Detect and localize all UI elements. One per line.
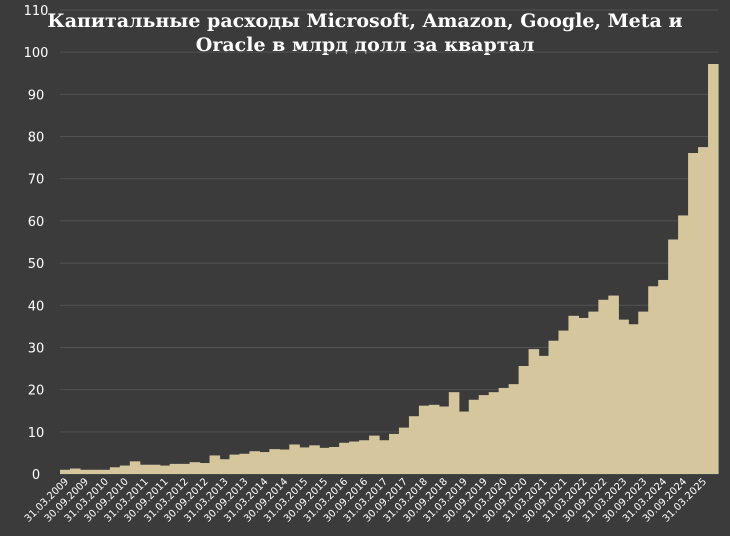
data-column-31.12.2022: [608, 295, 619, 474]
chart-title-line-2: Oracle в млрд долл за квартал: [196, 34, 534, 56]
data-column-31.12.2016: [369, 435, 380, 474]
data-column-30.06.2018: [428, 404, 440, 474]
data-column-31.12.2019: [488, 392, 500, 474]
data-column-30.09.2009: [79, 469, 91, 474]
data-column-31.12.2014: [289, 444, 300, 474]
data-column-30.06.2010: [109, 467, 121, 474]
data-column-30.06.2020: [508, 384, 520, 474]
data-column-30.06.2014: [269, 449, 280, 474]
data-column-30.09.2016: [359, 440, 370, 474]
data-column-31.12.2017: [408, 416, 420, 474]
data-columns: [60, 63, 719, 475]
data-column-31.12.2023: [648, 286, 659, 474]
data-column-30.06.2013: [229, 454, 241, 474]
data-column-30.09.2013: [239, 453, 251, 474]
data-column-30.09.2023: [638, 311, 649, 474]
data-column-31.03.2013: [219, 459, 231, 474]
data-column-30.06.2021: [548, 340, 560, 474]
y-tick-label: 80: [28, 131, 45, 146]
data-column-30.06.2016: [349, 441, 360, 474]
data-column-31.03.2020: [498, 387, 510, 474]
data-column-30.09.2021: [558, 330, 570, 474]
y-tick-label: 40: [28, 299, 45, 314]
data-column-30.06.2024: [668, 239, 679, 474]
data-column-30.09.2010: [119, 465, 131, 474]
x-axis-ticks: 31.03.200930.09.200931.03.201030.09.2010…: [23, 476, 709, 524]
data-column-30.06.2015: [309, 445, 320, 474]
y-axis-ticks: 0 10 20 30 40 50 60 70 80 90 100 110: [24, 4, 49, 483]
y-tick-label: 100: [24, 46, 49, 61]
data-column-31.03.2017: [379, 440, 390, 474]
data-column-31.12.2021: [568, 315, 580, 474]
data-column-30.09.2011: [159, 465, 171, 474]
data-column-30.06.2017: [389, 433, 400, 474]
data-column-31.03.2018: [418, 405, 430, 474]
data-column-31.03.2016: [339, 442, 350, 474]
data-column-30.09.2018: [438, 406, 450, 474]
data-column-31.03.2024: [658, 279, 669, 474]
data-column-30.09.2020: [518, 366, 530, 474]
y-tick-label: 0: [32, 468, 40, 483]
data-column-30.09.2015: [319, 447, 330, 474]
data-column-31.03.2023: [618, 319, 629, 474]
data-column-31.03.2019: [458, 411, 470, 474]
data-column-30.09.2012: [199, 463, 211, 474]
data-column-31.12.2012: [209, 455, 221, 474]
y-tick-label: 50: [28, 257, 45, 272]
data-column-31.03.2012: [179, 463, 191, 474]
data-column-30.09.2017: [398, 427, 410, 474]
data-column-30.09.2024: [678, 215, 689, 474]
data-column-30.06.2019: [468, 399, 480, 474]
y-tick-label: 60: [28, 215, 45, 230]
data-column-30.06.2022: [588, 311, 599, 474]
data-column-30.06.2025: [708, 63, 719, 475]
data-column-30.06.2009: [69, 468, 81, 474]
data-column-31.12.2010: [129, 461, 141, 474]
data-column-30.06.2023: [628, 324, 639, 474]
data-column-31.03.2022: [578, 317, 589, 474]
data-column-30.06.2011: [149, 464, 161, 474]
grid-lines: [60, 9, 718, 475]
data-column-31.12.2013: [249, 451, 260, 474]
data-column-31.03.2010: [99, 469, 111, 474]
data-column-31.12.2015: [329, 447, 340, 474]
data-column-31.12.2009: [89, 469, 101, 474]
chart-title-line-1: Капитальные расходы Microsoft, Amazon, G…: [47, 10, 682, 32]
data-column-30.09.2022: [598, 299, 609, 474]
data-column-31.03.2014: [259, 452, 270, 474]
y-tick-label: 70: [28, 173, 45, 188]
data-column-31.03.2021: [538, 355, 550, 474]
data-column-31.12.2020: [528, 349, 540, 474]
data-column-31.03.2009: [60, 469, 71, 474]
y-tick-label: 90: [28, 88, 45, 103]
data-column-30.09.2019: [478, 395, 490, 474]
data-column-31.12.2018: [448, 392, 460, 474]
data-column-30.09.2014: [279, 449, 290, 474]
y-tick-label: 20: [28, 384, 45, 399]
y-tick-label: 10: [28, 426, 45, 441]
data-column-31.12.2011: [169, 463, 181, 474]
data-column-31.03.2015: [299, 447, 310, 474]
y-tick-label: 30: [28, 341, 45, 356]
data-column-30.06.2012: [189, 462, 201, 474]
y-tick-label: 110: [24, 4, 49, 19]
data-column-31.03.2025: [698, 147, 709, 474]
data-column-31.03.2011: [139, 464, 151, 474]
data-column-31.12.2024: [688, 153, 699, 474]
